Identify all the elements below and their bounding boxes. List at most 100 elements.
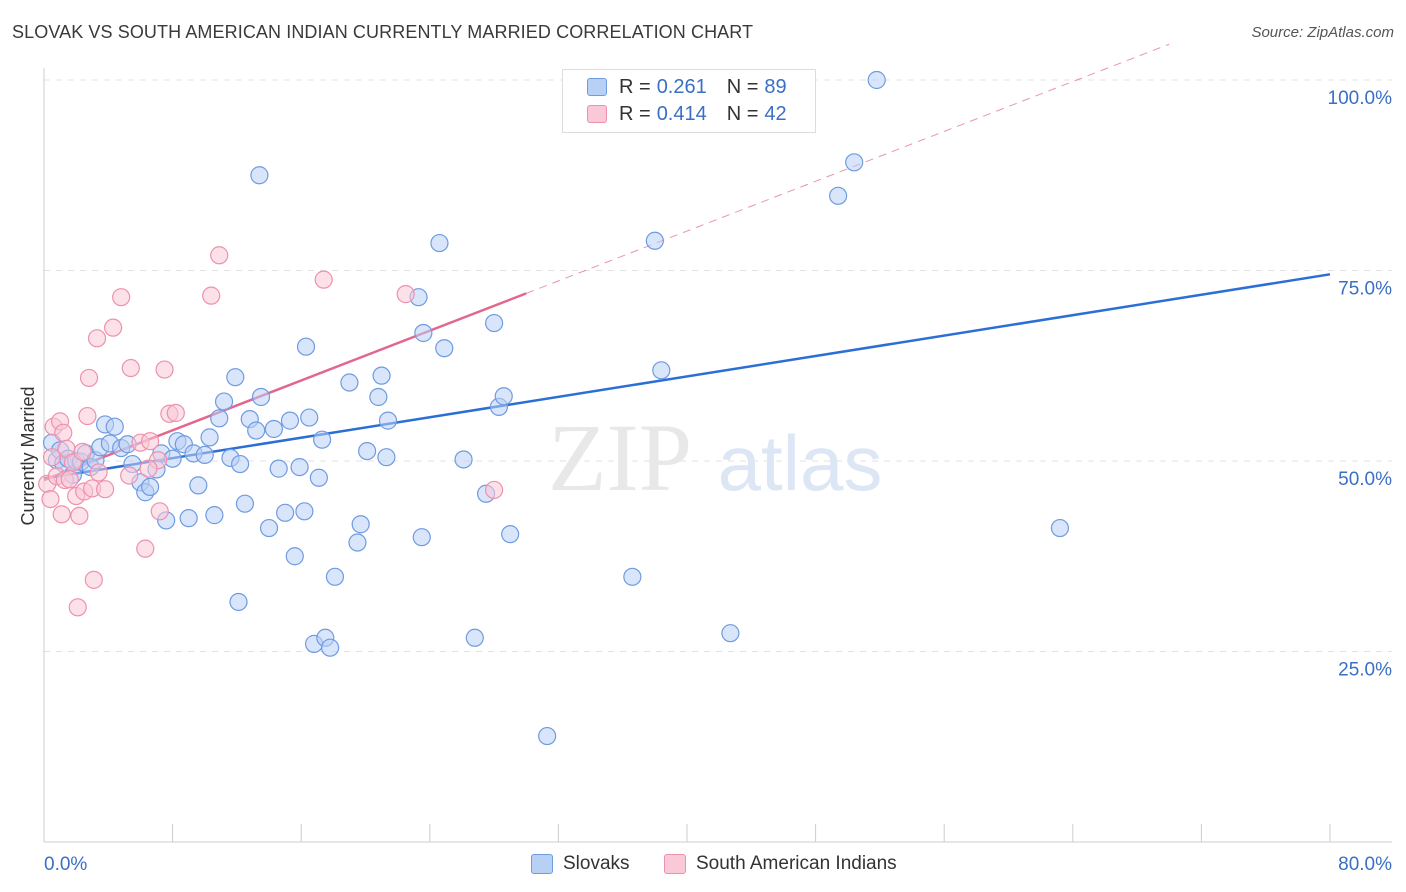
point-slovaks [200,428,219,447]
point-slovaks [226,368,245,387]
point-slovaks [494,387,513,406]
point-slovaks [340,373,359,392]
r-value: 0.414 [656,102,707,125]
point-south-american-indians [155,360,174,379]
chart-title: SLOVAK VS SOUTH AMERICAN INDIAN CURRENTL… [12,22,754,42]
point-slovaks [251,387,271,407]
point-slovaks [105,417,124,436]
legend-item-slovaks[interactable]: Slovaks [531,852,630,876]
legend-item-south-american-indians[interactable]: South American Indians [664,852,897,876]
point-slovaks [645,231,664,250]
point-south-american-indians [396,285,415,304]
point-slovaks [285,547,304,566]
point-slovaks [378,411,398,430]
point-slovaks [210,409,229,428]
point-south-american-indians [120,466,139,485]
n-label: N = [726,75,759,98]
point-slovaks [845,153,864,172]
point-slovaks [309,468,328,487]
point-slovaks [231,454,250,474]
point-south-american-indians [95,480,115,499]
point-slovaks [296,337,316,356]
point-slovaks [501,525,520,544]
point-slovaks [195,445,214,465]
n-value: 42 [764,102,787,125]
point-slovaks [377,448,396,467]
point-south-american-indians [104,318,123,337]
point-slovaks [465,628,484,647]
point-slovaks [652,361,671,380]
point-south-american-indians [41,490,60,509]
legend-row-south-american-indians: R = 0.414 N = 42 [587,102,787,126]
r-label: R = [619,102,651,125]
point-slovaks [321,638,340,657]
point-south-american-indians [485,480,504,500]
south-american-indians-swatch [587,105,607,123]
point-south-american-indians [314,270,333,289]
y-tick-label: 25.0% [1338,660,1392,681]
watermark-zip: ZIP [548,404,692,511]
point-slovaks [623,567,642,586]
point-south-american-indians [112,288,131,307]
point-south-american-indians [140,432,160,451]
source-label: Source: ZipAtlas.com [1251,24,1394,41]
point-south-american-indians [42,448,62,467]
grid-lines [44,79,1392,652]
r-label: R = [619,75,651,98]
point-slovaks [485,313,504,333]
point-south-american-indians [150,502,169,521]
slovaks-swatch [587,78,607,96]
point-slovaks [414,323,433,343]
point-slovaks [372,366,391,385]
point-slovaks [435,339,454,358]
point-slovaks [229,592,248,612]
point-slovaks [214,392,234,411]
point-slovaks [312,430,332,449]
point-slovaks [250,166,269,185]
point-slovaks [264,419,283,439]
legend-row-slovaks: R = 0.261 N = 89 [587,75,787,99]
point-south-american-indians [121,358,140,378]
watermark: ZIP atlas [548,404,882,511]
legend-label-slovaks: Slovaks [563,853,630,874]
y-tick-label: 50.0% [1338,469,1392,490]
point-slovaks [280,411,300,430]
point-slovaks [829,186,848,205]
point-south-american-indians [52,505,71,524]
data-points [38,70,1070,746]
y-tick-label: 100.0% [1328,88,1393,109]
point-slovaks [179,509,198,528]
point-slovaks [358,441,377,461]
point-slovaks [454,450,473,469]
y-axis-title: Currently Married [18,386,38,525]
point-south-american-indians [202,286,221,305]
south-american-indians-legend-swatch [664,854,686,874]
point-slovaks [140,477,160,497]
point-south-american-indians [54,423,73,442]
point-slovaks [538,726,557,746]
point-slovaks [205,506,224,525]
point-slovaks [290,457,309,477]
point-slovaks [430,233,449,253]
point-slovaks [300,408,319,427]
point-south-american-indians [136,539,155,558]
point-south-american-indians [89,463,108,482]
point-south-american-indians [68,598,87,617]
y-tick-label: 75.0% [1338,279,1392,300]
point-slovaks [276,503,295,522]
point-slovaks [1050,518,1070,538]
point-slovaks [189,476,208,495]
point-slovaks [325,567,345,586]
point-slovaks [348,533,367,552]
point-slovaks [412,528,431,547]
point-slovaks [721,624,740,643]
r-value: 0.261 [656,75,707,98]
n-value: 89 [764,75,787,98]
point-slovaks [351,515,370,534]
point-south-american-indians [73,442,92,461]
trend-extension [526,43,1170,294]
point-south-american-indians [166,403,185,423]
x-tick-min: 0.0% [44,854,87,875]
point-slovaks [295,502,314,521]
